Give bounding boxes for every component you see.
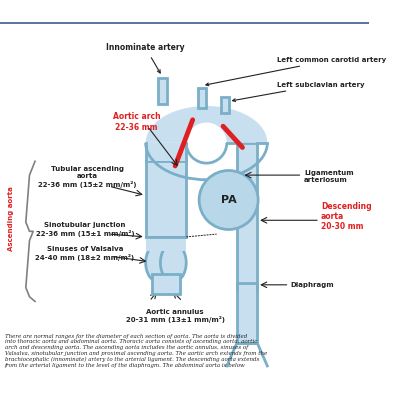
Ellipse shape <box>146 243 172 282</box>
Text: There are normal ranges for the diameter of each section of aorta. The aorta is : There are normal ranges for the diameter… <box>5 334 267 368</box>
Text: Ligamentum
arteriosum: Ligamentum arteriosum <box>304 170 354 184</box>
Polygon shape <box>198 88 206 108</box>
Polygon shape <box>152 274 180 294</box>
Text: Sinotubular junction
22-36 mm (15±1 mm/m²): Sinotubular junction 22-36 mm (15±1 mm/m… <box>36 222 134 236</box>
Polygon shape <box>158 78 167 104</box>
Text: Aortic arch
22-36 mm: Aortic arch 22-36 mm <box>113 112 160 132</box>
Polygon shape <box>146 161 186 237</box>
Text: Diaphragm: Diaphragm <box>290 282 334 288</box>
Text: PA: PA <box>221 195 236 205</box>
Text: Left subclavian artery: Left subclavian artery <box>232 82 364 102</box>
Polygon shape <box>146 143 186 161</box>
Text: Innominate artery: Innominate artery <box>106 44 185 73</box>
Circle shape <box>199 170 258 230</box>
Polygon shape <box>221 97 229 113</box>
Text: Sinuses of Valsalva
24-40 mm (18±2 mm/m²): Sinuses of Valsalva 24-40 mm (18±2 mm/m²… <box>35 246 134 260</box>
Text: Left common carotid artery: Left common carotid artery <box>206 57 386 86</box>
Text: Descending
aorta
20-30 mm: Descending aorta 20-30 mm <box>321 202 372 232</box>
Polygon shape <box>237 143 257 343</box>
Text: Ascending aorta: Ascending aorta <box>8 186 14 251</box>
Polygon shape <box>146 237 186 251</box>
Text: Aortic annulus
20-31 mm (13±1 mm/m²): Aortic annulus 20-31 mm (13±1 mm/m²) <box>126 309 225 323</box>
Ellipse shape <box>160 243 186 282</box>
Text: Tubular ascending
aorta
22-36 mm (15±2 mm/m²): Tubular ascending aorta 22-36 mm (15±2 m… <box>38 166 137 188</box>
Polygon shape <box>146 106 267 143</box>
